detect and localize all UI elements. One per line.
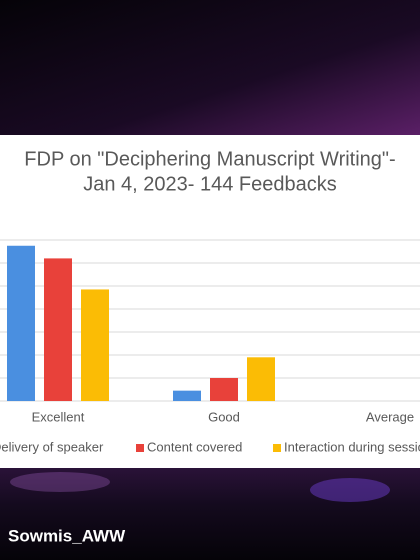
background-top [0, 0, 420, 135]
bar [247, 357, 275, 401]
x-tick-label: Good [208, 409, 240, 424]
x-tick-label: Average [366, 409, 414, 424]
bar [7, 245, 35, 401]
legend-label: Interaction during session [284, 439, 420, 454]
bar [173, 390, 201, 401]
chart-title: FDP on "Deciphering Manuscript Writing"- [24, 148, 395, 170]
plot: Excellent Good Average Delivery of speaker C… [0, 239, 420, 454]
chart-title: Jan 4, 2023- 144 Feedbacks [83, 173, 337, 195]
bar [81, 289, 109, 401]
legend-label: Content covered [147, 439, 242, 454]
bar [44, 258, 72, 401]
bar [210, 378, 238, 401]
light-glow [10, 472, 110, 492]
watermark: Sowmis_AWW [8, 526, 126, 545]
legend-swatch [136, 444, 144, 452]
legend-label: Delivery of speaker [0, 439, 104, 454]
legend-swatch [273, 444, 281, 452]
x-tick-label: Excellent [32, 409, 85, 424]
light-glow [310, 478, 390, 502]
